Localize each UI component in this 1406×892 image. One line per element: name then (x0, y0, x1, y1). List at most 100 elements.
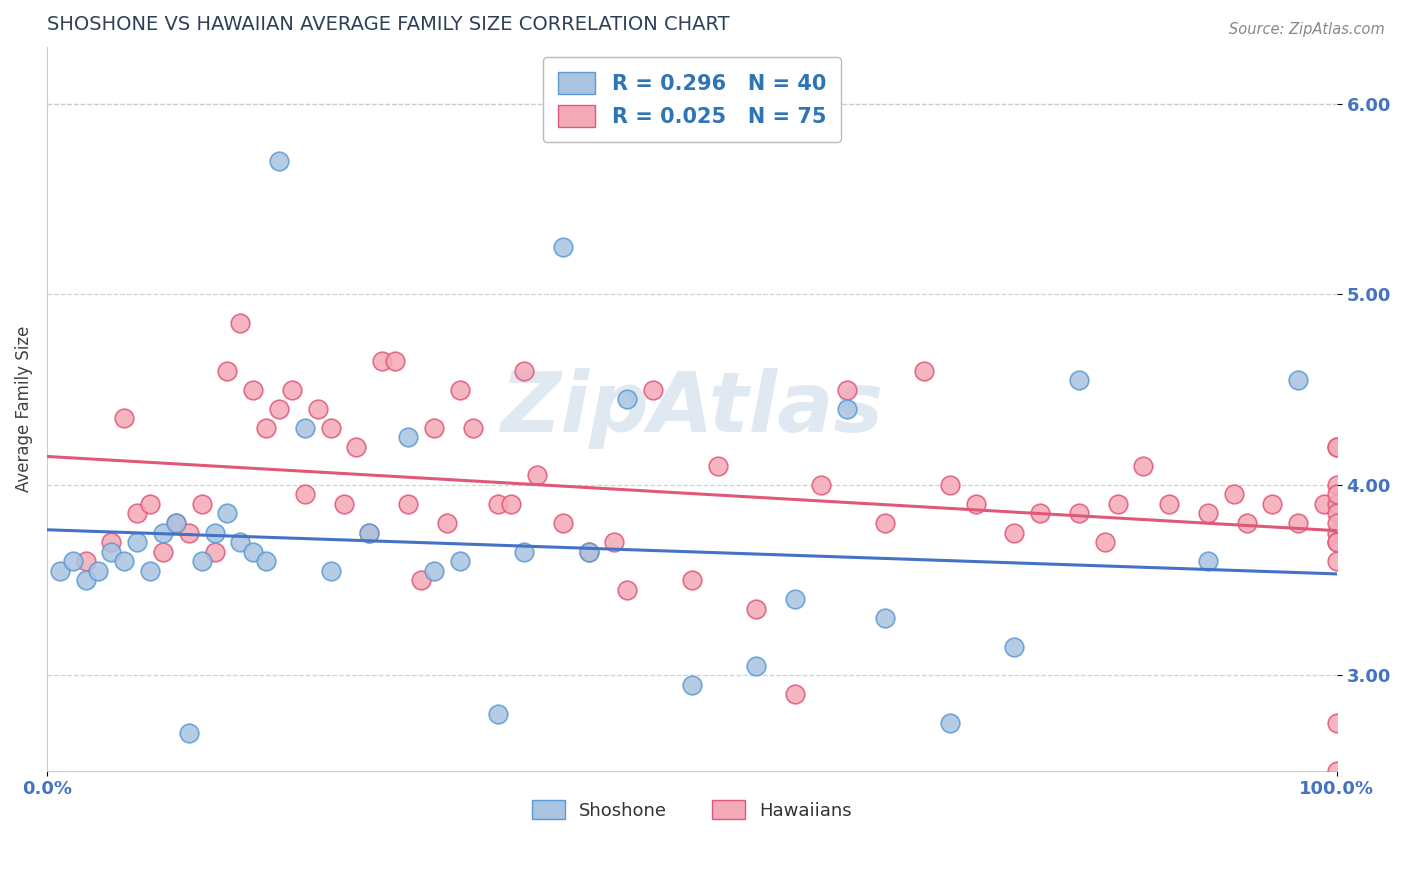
Point (1107, 497, 1129, 511)
Point (875, 516, 897, 530)
Point (204, 525, 226, 540)
Point (486, 497, 509, 511)
Point (307, 401, 329, 416)
Point (359, 525, 381, 540)
Point (1326, 478, 1348, 492)
Point (190, 554, 212, 568)
Point (526, 468, 548, 483)
Point (254, 554, 277, 568)
Point (139, 564, 162, 578)
Point (835, 383, 858, 397)
Point (269, 153, 291, 168)
Point (436, 516, 458, 530)
Point (1326, 440, 1348, 454)
Point (217, 507, 239, 521)
Point (127, 535, 149, 549)
Point (1002, 640, 1025, 654)
Point (875, 611, 897, 625)
Point (461, 421, 484, 435)
Point (62, 554, 84, 568)
Point (229, 535, 252, 549)
Point (242, 383, 264, 397)
Point (269, 401, 291, 416)
Point (745, 601, 768, 615)
Point (578, 544, 600, 558)
Point (332, 497, 354, 511)
Point (1094, 535, 1116, 549)
Point (939, 716, 962, 731)
Point (681, 573, 703, 587)
Point (513, 363, 536, 377)
Point (1159, 497, 1181, 511)
Point (1326, 535, 1348, 549)
Point (1326, 487, 1348, 501)
Point (785, 688, 807, 702)
Point (1067, 373, 1090, 387)
Point (294, 487, 316, 501)
Point (681, 678, 703, 692)
Point (1326, 525, 1348, 540)
Point (603, 535, 626, 549)
Point (177, 525, 200, 540)
Point (706, 458, 728, 473)
Point (87, 564, 110, 578)
Point (1326, 516, 1348, 530)
Point (616, 392, 638, 406)
Point (409, 573, 432, 587)
Point (423, 564, 446, 578)
Point (177, 725, 200, 739)
Point (165, 516, 187, 530)
Point (152, 544, 174, 558)
Point (1029, 507, 1052, 521)
Point (1222, 487, 1244, 501)
Point (1326, 554, 1348, 568)
Point (1313, 497, 1336, 511)
Point (204, 544, 226, 558)
Point (165, 516, 187, 530)
Point (551, 240, 574, 254)
Point (551, 516, 574, 530)
Point (578, 544, 600, 558)
Point (294, 421, 316, 435)
Point (1197, 554, 1219, 568)
Point (616, 582, 638, 597)
Point (965, 497, 987, 511)
Point (152, 525, 174, 540)
Point (1132, 458, 1154, 473)
Point (1326, 716, 1348, 731)
Point (912, 363, 935, 377)
Point (242, 544, 264, 558)
Point (139, 497, 162, 511)
Point (1326, 821, 1348, 835)
Point (810, 478, 832, 492)
Point (745, 659, 768, 673)
Point (1286, 516, 1309, 530)
Point (1326, 440, 1348, 454)
Point (939, 478, 962, 492)
Y-axis label: Average Family Size: Average Family Size (15, 326, 32, 491)
Point (1236, 516, 1258, 530)
Point (1067, 507, 1090, 521)
Point (75, 554, 97, 568)
Point (1326, 497, 1348, 511)
Point (384, 354, 406, 368)
Legend: Shoshone, Hawaiians: Shoshone, Hawaiians (524, 792, 859, 827)
Point (1286, 373, 1309, 387)
Point (49, 564, 72, 578)
Point (100, 535, 122, 549)
Point (396, 430, 419, 444)
Point (1261, 497, 1284, 511)
Text: ZipAtlas: ZipAtlas (501, 368, 883, 450)
Point (396, 497, 419, 511)
Point (319, 564, 342, 578)
Point (254, 421, 277, 435)
Point (100, 544, 122, 558)
Point (449, 383, 471, 397)
Point (229, 316, 252, 330)
Point (319, 421, 342, 435)
Point (359, 525, 381, 540)
Point (643, 383, 665, 397)
Point (75, 573, 97, 587)
Point (346, 440, 368, 454)
Point (281, 383, 304, 397)
